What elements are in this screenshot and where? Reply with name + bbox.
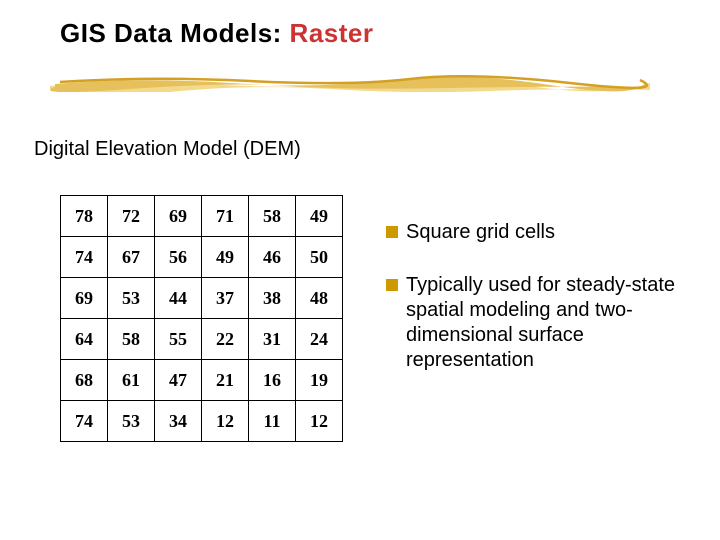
table-cell: 72 xyxy=(108,196,155,237)
title-underline xyxy=(50,74,650,92)
table-cell: 21 xyxy=(202,360,249,401)
table-cell: 12 xyxy=(296,401,343,442)
table-cell: 16 xyxy=(249,360,296,401)
table-cell: 44 xyxy=(155,278,202,319)
table-row: 645855223124 xyxy=(61,319,343,360)
table-cell: 67 xyxy=(108,237,155,278)
table-cell: 69 xyxy=(61,278,108,319)
table-cell: 53 xyxy=(108,401,155,442)
table-cell: 24 xyxy=(296,319,343,360)
table-row: 746756494650 xyxy=(61,237,343,278)
table-cell: 49 xyxy=(202,237,249,278)
table-cell: 55 xyxy=(155,319,202,360)
table-cell: 74 xyxy=(61,401,108,442)
dem-table: 7872697158497467564946506953443738486458… xyxy=(60,195,343,442)
subtitle: Digital Elevation Model (DEM) xyxy=(34,138,301,161)
slide: GIS Data Models: Raster Digital Elevatio… xyxy=(0,0,720,540)
table-cell: 11 xyxy=(249,401,296,442)
table-cell: 12 xyxy=(202,401,249,442)
table-cell: 74 xyxy=(61,237,108,278)
table-row: 745334121112 xyxy=(61,401,343,442)
table-cell: 22 xyxy=(202,319,249,360)
table-cell: 58 xyxy=(249,196,296,237)
table-cell: 31 xyxy=(249,319,296,360)
table-cell: 19 xyxy=(296,360,343,401)
bullet-dot-icon xyxy=(386,279,398,291)
table-cell: 71 xyxy=(202,196,249,237)
table-cell: 37 xyxy=(202,278,249,319)
title-accent: Raster xyxy=(290,18,374,48)
slide-title: GIS Data Models: Raster xyxy=(60,18,373,49)
table-row: 686147211619 xyxy=(61,360,343,401)
table-cell: 34 xyxy=(155,401,202,442)
table-cell: 47 xyxy=(155,360,202,401)
bullet-item: Square grid cells xyxy=(386,220,686,245)
table-cell: 58 xyxy=(108,319,155,360)
bullet-list: Square grid cells Typically used for stea… xyxy=(386,220,686,401)
table-row: 787269715849 xyxy=(61,196,343,237)
table-cell: 50 xyxy=(296,237,343,278)
table-cell: 53 xyxy=(108,278,155,319)
table-cell: 69 xyxy=(155,196,202,237)
table-cell: 49 xyxy=(296,196,343,237)
bullet-item: Typically used for steady-state spatial … xyxy=(386,273,686,373)
table-cell: 38 xyxy=(249,278,296,319)
table-cell: 56 xyxy=(155,237,202,278)
table-cell: 68 xyxy=(61,360,108,401)
bullet-dot-icon xyxy=(386,226,398,238)
table-row: 695344373848 xyxy=(61,278,343,319)
table-cell: 48 xyxy=(296,278,343,319)
table-cell: 64 xyxy=(61,319,108,360)
title-prefix: GIS Data Models: xyxy=(60,18,290,48)
bullet-text: Typically used for steady-state spatial … xyxy=(406,273,686,373)
table-cell: 46 xyxy=(249,237,296,278)
table-cell: 61 xyxy=(108,360,155,401)
bullet-text: Square grid cells xyxy=(406,220,686,245)
table-cell: 78 xyxy=(61,196,108,237)
dem-grid: 7872697158497467564946506953443738486458… xyxy=(60,195,343,442)
